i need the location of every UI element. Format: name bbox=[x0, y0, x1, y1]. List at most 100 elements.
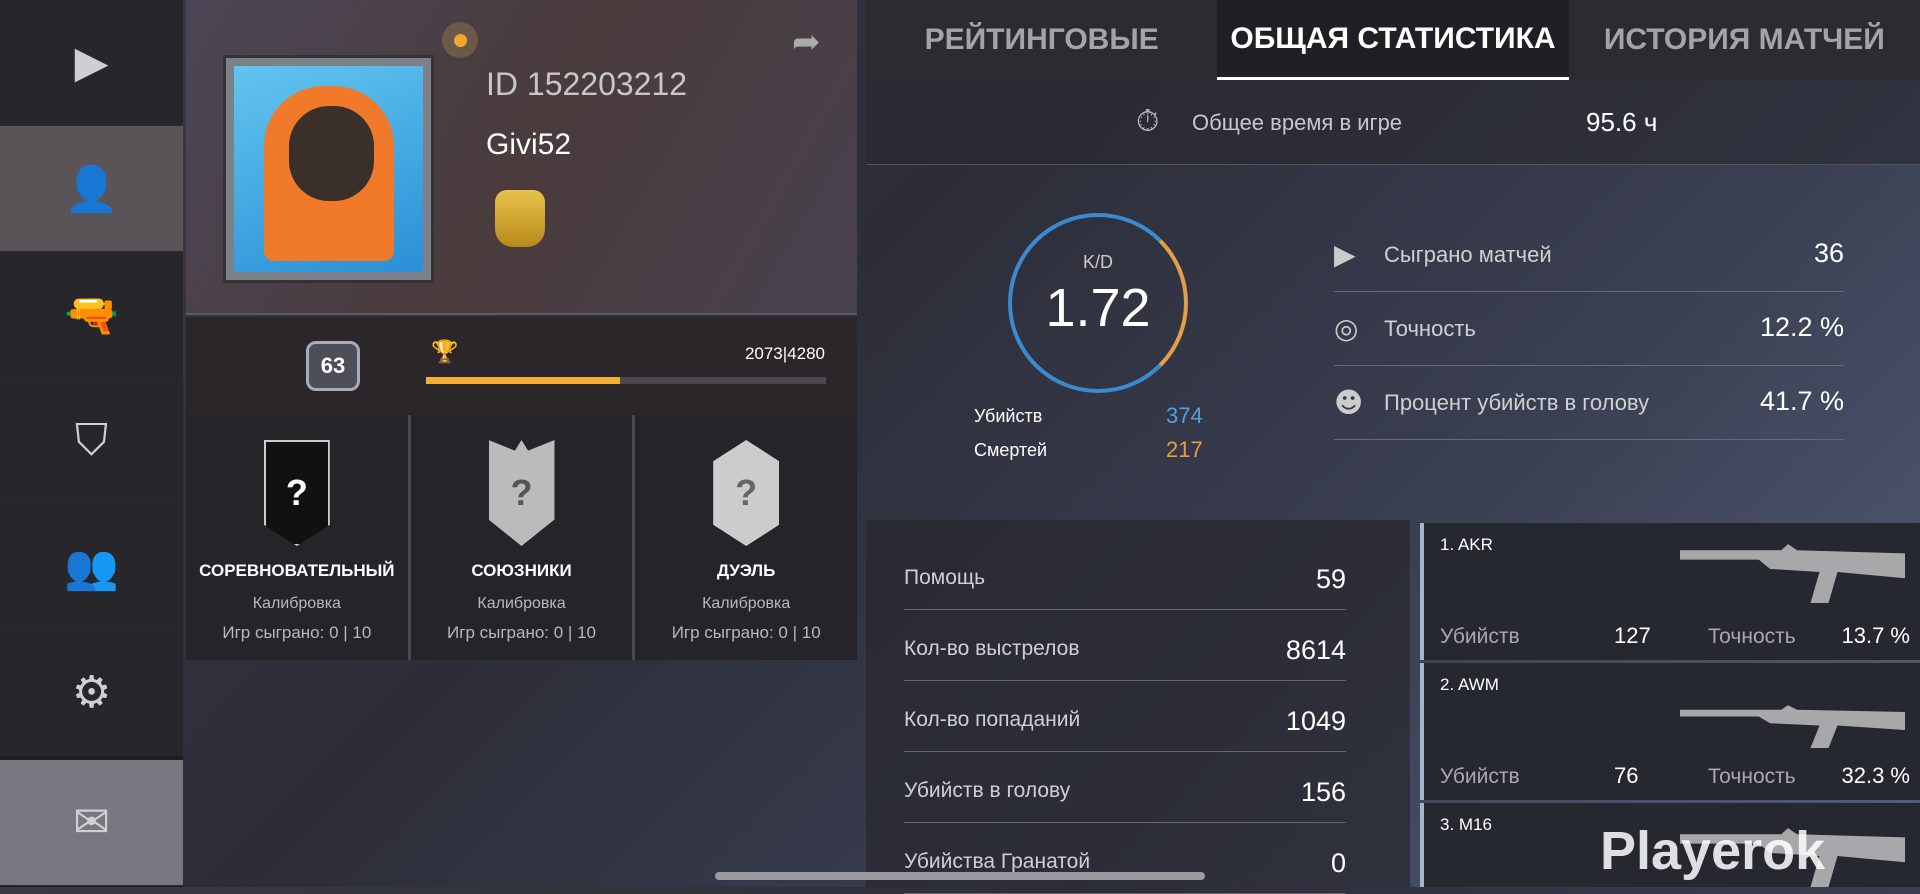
friends-icon: 👥 bbox=[64, 541, 119, 593]
settings-gear-icon: ⚙ bbox=[71, 667, 112, 718]
weapon-card[interactable]: 3. M16 bbox=[1420, 803, 1920, 887]
detail-value: 1049 bbox=[1285, 706, 1346, 736]
sidebar-item-friends[interactable]: 👥 bbox=[0, 504, 183, 630]
summary-label: Сыграно матчей bbox=[1384, 242, 1552, 267]
tab-general-stats[interactable]: ОБЩАЯ СТАТИСТИКА bbox=[1217, 0, 1569, 80]
tab-match-history[interactable]: ИСТОРИЯ МАТЧЕЙ bbox=[1603, 23, 1885, 56]
weapon-card[interactable]: 1. AKR Убийств 127 Точность 13.7 % bbox=[1420, 523, 1920, 660]
weapon-name: 1. AKR bbox=[1440, 535, 1493, 554]
summary-row: ☻ Процент убийств в голову 41.7 % bbox=[1334, 366, 1844, 440]
profile-icon: 👤 bbox=[64, 163, 119, 215]
mode-duel[interactable]: ? ДУЭЛЬ Калибровка Игр сыграно: 0 | 10 bbox=[635, 415, 858, 660]
mode-title: СОЮЗНИКИ bbox=[471, 561, 572, 580]
mode-games: Игр сыграно: 0 | 10 bbox=[671, 623, 821, 642]
weapon-accuracy: 32.3 % bbox=[1841, 763, 1911, 788]
sidebar: ▶ 👤 🔫 ⛉ 👥 ⚙ ✉ bbox=[0, 0, 183, 887]
detail-value: 59 bbox=[1315, 564, 1346, 594]
playtime-label: Общее время в игре bbox=[1192, 110, 1403, 135]
player-id: ID 152203212 bbox=[486, 66, 688, 102]
kd-value: 1.72 bbox=[1045, 278, 1151, 338]
detail-value: 8614 bbox=[1285, 635, 1346, 665]
detail-row: Кол-во выстрелов 8614 bbox=[904, 611, 1346, 681]
weapon-name: 2. AWM bbox=[1440, 675, 1499, 694]
summary-value: 36 bbox=[1813, 238, 1844, 268]
status-dot-icon bbox=[442, 22, 478, 58]
profile-panel: ID 152203212 Givi52 ➦ 63 🏆 2073|4280 ? С… bbox=[186, 0, 858, 660]
summary-value: 12.2 % bbox=[1759, 312, 1844, 342]
detail-stats: Помощь 59 Кол-во выстрелов 8614 Кол-во поп… bbox=[866, 520, 1410, 894]
weapon-card[interactable]: 2. AWM Убийств 76 Точность 32.3 % bbox=[1420, 663, 1920, 800]
summary-value: 41.7 % bbox=[1759, 386, 1844, 416]
detail-label: Убийств в голову bbox=[904, 779, 1071, 802]
mode-competitive[interactable]: ? СОРЕВНОВАТЕЛЬНЫЙ Калибровка Игр сыгран… bbox=[186, 415, 408, 660]
sidebar-item-settings[interactable]: ⚙ bbox=[0, 630, 183, 756]
target-icon: ◎ bbox=[1334, 312, 1359, 345]
weapon-kills: 127 bbox=[1614, 623, 1651, 648]
detail-row: Кол-во попаданий 1049 bbox=[904, 682, 1346, 752]
kd-ring: K/D 1.72 bbox=[1008, 213, 1188, 393]
profile-header: ID 152203212 Givi52 ➦ bbox=[186, 0, 857, 315]
summary-row: ◎ Точность 12.2 % bbox=[1334, 292, 1844, 366]
headshot-icon: ☻ bbox=[1334, 386, 1364, 419]
detail-value: 156 bbox=[1300, 777, 1346, 807]
playtime-value: 95.6 ч bbox=[1586, 107, 1658, 137]
deaths-label: Смертей bbox=[974, 440, 1048, 460]
mode-status: Калибровка bbox=[477, 595, 566, 612]
rank-unknown-icon: ? bbox=[263, 440, 330, 546]
mode-status: Калибровка bbox=[252, 595, 341, 612]
weapon-kills-label: Убийств bbox=[1440, 765, 1520, 788]
summary-row: ▶ Сыграно матчей 36 bbox=[1334, 218, 1844, 292]
xp-progress-bar bbox=[426, 377, 826, 384]
detail-label: Убийства Гранатой bbox=[904, 850, 1091, 873]
mode-games: Игр сыграно: 0 | 10 bbox=[447, 623, 596, 642]
pistol-icon: 🔫 bbox=[64, 289, 119, 341]
modes: ? СОРЕВНОВАТЕЛЬНЫЙ Калибровка Игр сыгран… bbox=[186, 415, 858, 660]
sidebar-item-profile[interactable]: 👤 bbox=[0, 126, 183, 252]
avatar[interactable] bbox=[226, 58, 431, 280]
xp-text: 2073|4280 bbox=[744, 344, 825, 363]
sidebar-item-clan[interactable]: ⛉ bbox=[0, 378, 183, 504]
sidebar-item-play[interactable]: ▶ bbox=[0, 0, 183, 126]
weapon-kills-label: Убийств bbox=[1440, 625, 1520, 648]
playtime-row: ⏱ Общее время в игре 95.6 ч bbox=[866, 80, 1920, 165]
tabs: РЕЙТИНГОВЫЕ ОБЩАЯ СТАТИСТИКА ИСТОРИЯ МАТ… bbox=[866, 0, 1920, 80]
detail-label: Помощь bbox=[904, 566, 986, 589]
paw-badge-icon[interactable] bbox=[495, 190, 545, 247]
level-row: 63 🏆 2073|4280 bbox=[186, 317, 857, 415]
mode-allies[interactable]: ? СОЮЗНИКИ Калибровка Игр сыграно: 0 | 1… bbox=[410, 415, 633, 660]
summary-label: Точность bbox=[1384, 316, 1476, 341]
watermark: Playerok bbox=[1600, 821, 1826, 881]
detail-label: Кол-во выстрелов bbox=[904, 637, 1080, 660]
detail-value: 0 bbox=[1330, 848, 1346, 878]
tab-ranked[interactable]: РЕЙТИНГОВЫЕ bbox=[924, 23, 1159, 56]
sidebar-item-mail[interactable]: ✉ bbox=[0, 760, 183, 886]
weapon-accuracy-label: Точность bbox=[1708, 765, 1796, 788]
mail-icon: ✉ bbox=[73, 797, 110, 848]
detail-row: Убийств в голову 156 bbox=[904, 753, 1346, 823]
play-icon: ▶ bbox=[74, 37, 109, 88]
deaths-value: 217 bbox=[1166, 437, 1203, 462]
stopwatch-icon: ⏱ bbox=[1136, 104, 1160, 139]
mode-status: Калибровка bbox=[702, 595, 791, 612]
share-icon[interactable]: ➦ bbox=[792, 22, 821, 62]
mode-games: Игр сыграно: 0 | 10 bbox=[222, 623, 372, 642]
kills-label: Убийств bbox=[974, 406, 1043, 426]
detail-row: Помощь 59 bbox=[904, 540, 1346, 610]
mode-title: ДУЭЛЬ bbox=[717, 561, 776, 580]
trophy-icon: 🏆 bbox=[431, 340, 459, 365]
sidebar-item-inventory[interactable]: 🔫 bbox=[0, 252, 183, 378]
weapon-kills: 76 bbox=[1614, 763, 1639, 788]
rank-unknown-icon: ? bbox=[713, 440, 780, 546]
detail-row: Убийства Гранатой 0 bbox=[904, 824, 1346, 894]
summary-label: Процент убийств в голову bbox=[1384, 390, 1650, 415]
play-icon: ▶ bbox=[1334, 238, 1356, 271]
home-indicator[interactable] bbox=[715, 872, 1205, 880]
stats-panel: РЕЙТИНГОВЫЕ ОБЩАЯ СТАТИСТИКА ИСТОРИЯ МАТ… bbox=[866, 0, 1920, 894]
kd-label: K/D bbox=[1082, 252, 1113, 272]
detail-label: Кол-во попаданий bbox=[904, 708, 1081, 731]
mode-title: СОРЕВНОВАТЕЛЬНЫЙ bbox=[199, 561, 395, 580]
rifle-icon bbox=[1680, 544, 1905, 603]
level-badge: 63 bbox=[306, 341, 360, 391]
sniper-rifle-icon bbox=[1680, 705, 1905, 748]
player-name: Givi52 bbox=[486, 128, 572, 161]
